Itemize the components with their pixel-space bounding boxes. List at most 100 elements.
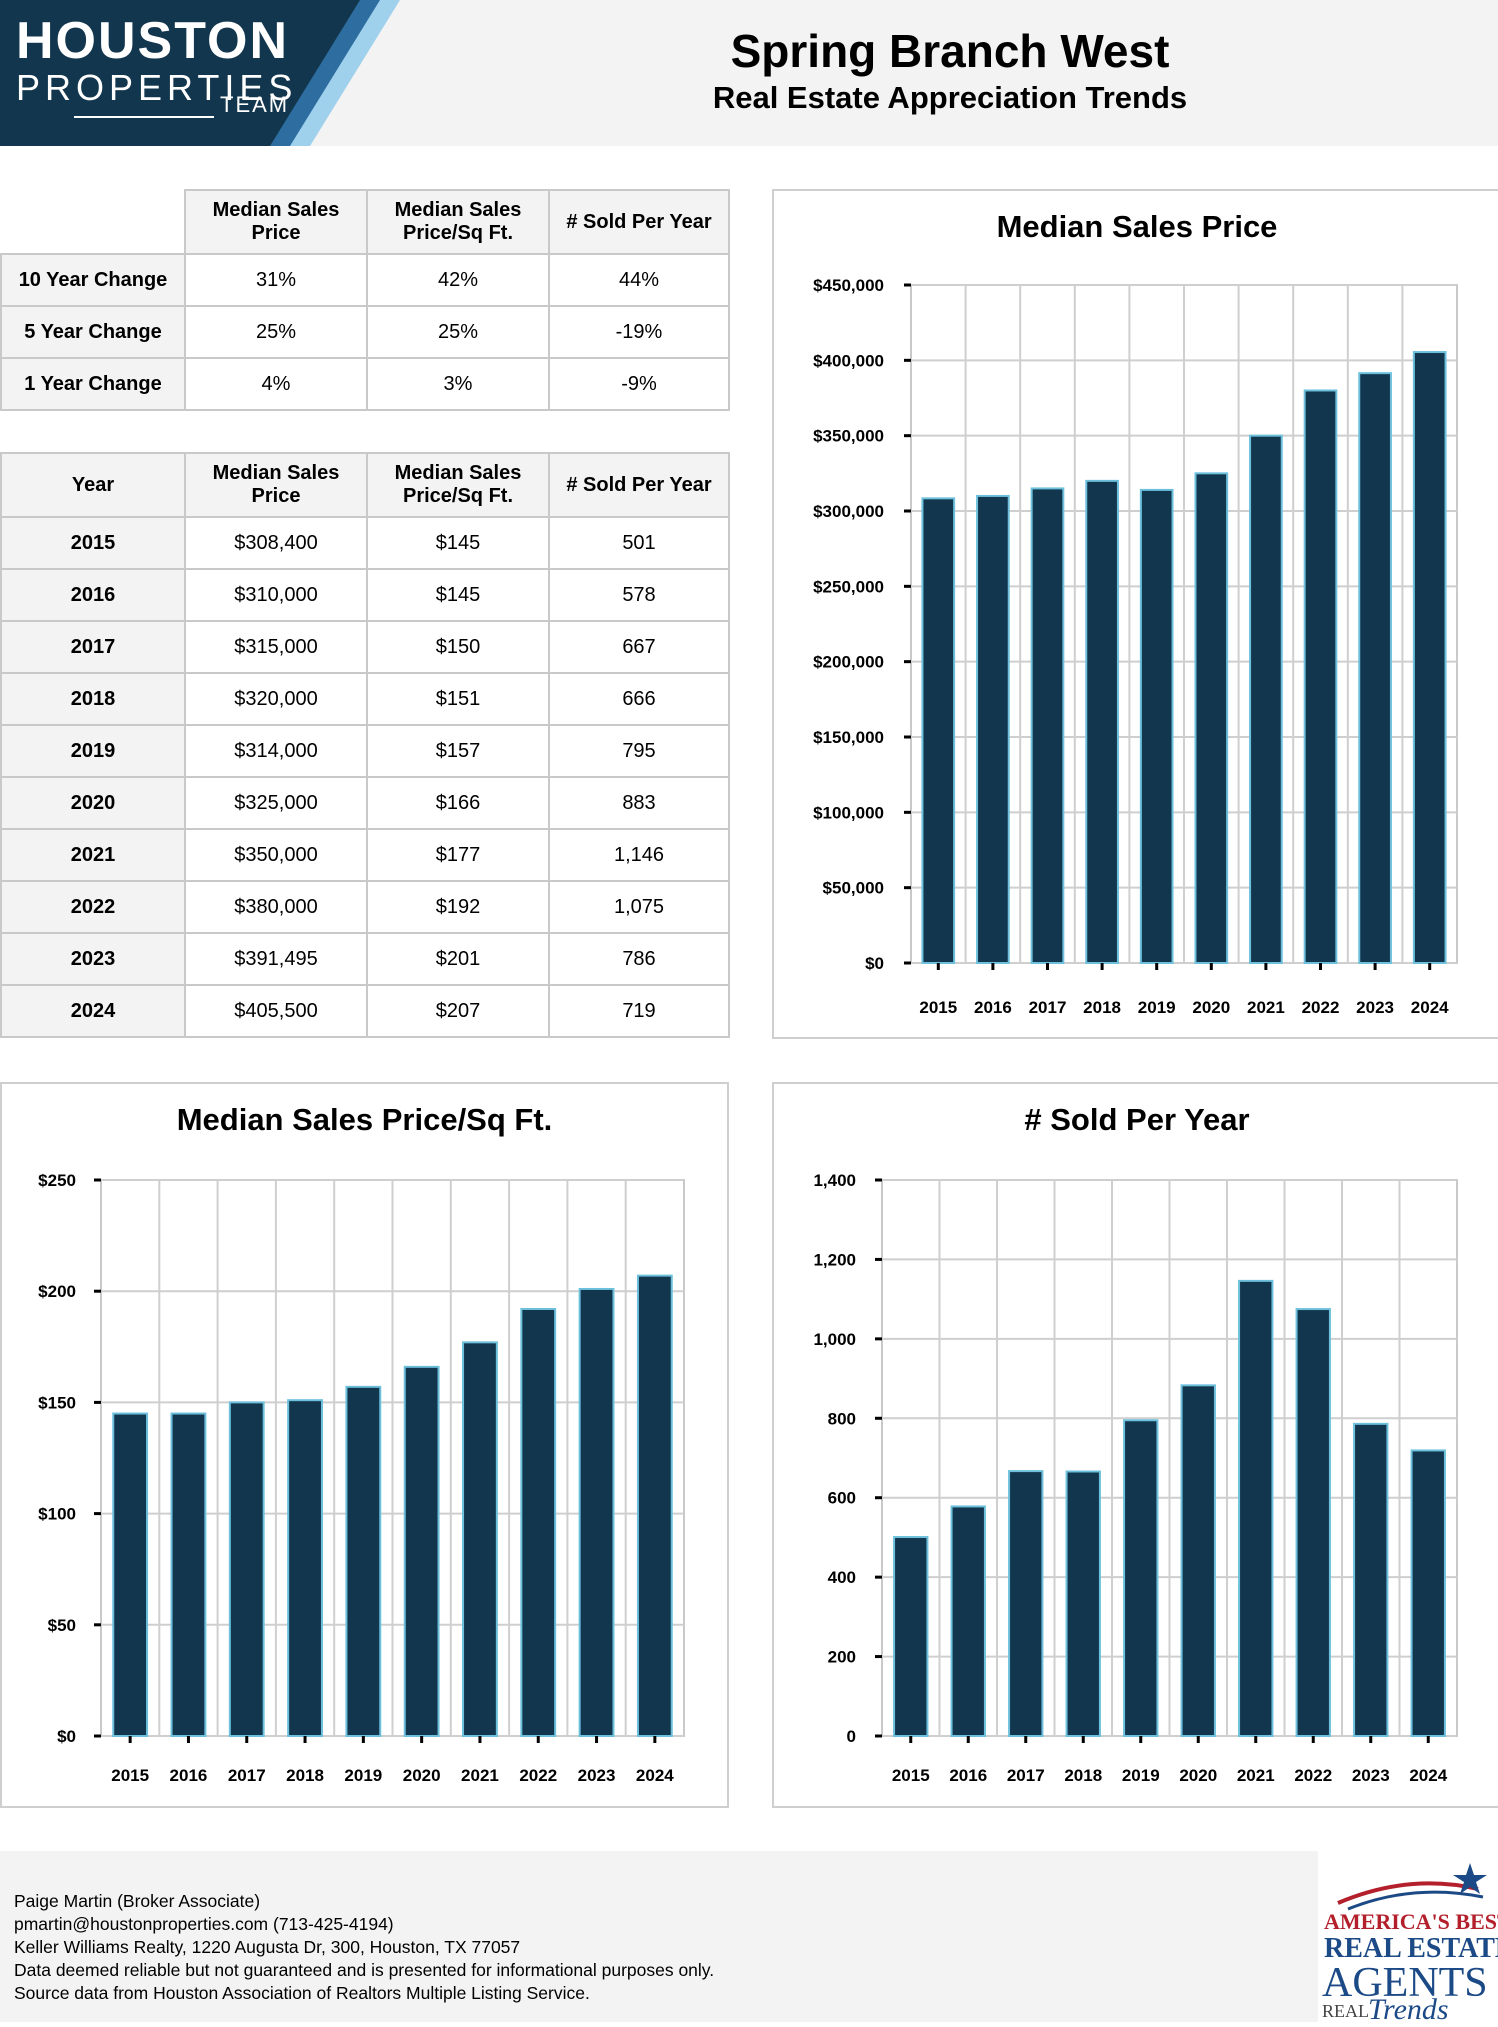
bar (1085, 479, 1119, 964)
change-table: Median Sales Price Median Sales Price/Sq… (0, 189, 730, 411)
bar (893, 1536, 929, 1737)
x-tick-label: 2020 (403, 1766, 441, 1785)
median-price-chart-svg: Median Sales Price $0 $50,000 $100,000 $150,… (813, 209, 1458, 1017)
year-cell: 2022 (0, 880, 186, 934)
logo-line-2: PROPERTIES (16, 67, 298, 108)
year-cell: 2021 (0, 828, 186, 882)
bar (520, 1307, 557, 1737)
disclaimer-text: Data deemed reliable but not guaranteed … (14, 1960, 715, 1980)
table-cell: $325,000 (184, 776, 368, 830)
table-row: 2024 $405,500 $207 719 (0, 984, 730, 1038)
table-cell: 31% (184, 253, 368, 307)
year-cell: 2017 (0, 620, 186, 674)
table-row: 1 Year Change 4% 3% -9% (0, 357, 730, 411)
column-header: # Sold Per Year (548, 189, 730, 255)
table-cell: -9% (548, 357, 730, 411)
bar (1008, 1470, 1044, 1737)
bar (921, 497, 956, 964)
price-per-sqft-chart: Median Sales Price/Sq Ft. $0 $50 $100 $150 $2… (0, 1082, 729, 1808)
x-tick-label: 2015 (919, 998, 957, 1017)
logo-line-1: HOUSTON (16, 12, 290, 70)
price-per-sqft-chart-svg: Median Sales Price/Sq Ft. $0 $50 $100 $150 $2… (38, 1102, 685, 1785)
y-tick-label: $400,000 (813, 351, 884, 370)
table-cell: 25% (366, 305, 550, 359)
bar (1065, 1470, 1101, 1737)
x-tick-label: 2015 (111, 1766, 149, 1785)
column-header: Median Sales Price/Sq Ft. (366, 452, 550, 518)
table-cell: $145 (366, 516, 550, 570)
table-cell: $310,000 (184, 568, 368, 622)
table-cell: $192 (366, 880, 550, 934)
table-cell: 667 (548, 620, 730, 674)
table-cell: $314,000 (184, 724, 368, 778)
table-cell: 666 (548, 672, 730, 726)
y-tick-label: $200,000 (813, 653, 884, 672)
column-header: Median Sales Price (184, 452, 368, 518)
table-cell: $157 (366, 724, 550, 778)
x-tick-label: 2016 (170, 1766, 208, 1785)
table-cell: $308,400 (184, 516, 368, 570)
year-cell: 2016 (0, 568, 186, 622)
bar (403, 1365, 440, 1737)
source-text: Source data from Houston Association of … (14, 1983, 590, 2003)
table-cell: $151 (366, 672, 550, 726)
bar (1412, 351, 1447, 964)
footer-contact-block: Paige Martin (Broker Associate) pmartin@… (14, 1890, 714, 2005)
y-tick-label: 200 (828, 1648, 856, 1667)
agent-contact: pmartin@houstonproperties.com (713-425-4… (14, 1914, 394, 1934)
x-tick-label: 2019 (344, 1766, 382, 1785)
y-tick-label: $350,000 (813, 427, 884, 446)
table-row: 2021 $350,000 $177 1,146 (0, 828, 730, 882)
bar (1295, 1308, 1331, 1737)
year-cell: 2015 (0, 516, 186, 570)
blank-header-cell (1, 190, 186, 255)
table-cell: 25% (184, 305, 368, 359)
badge-line-5: Trends (1368, 1993, 1449, 2026)
bar (950, 1505, 986, 1737)
table-cell: 1,075 (548, 880, 730, 934)
y-tick-label: $50,000 (823, 879, 884, 898)
bar (636, 1274, 673, 1738)
y-tick-label: $100,000 (813, 803, 884, 822)
table-cell: 883 (548, 776, 730, 830)
column-header: Year (0, 452, 186, 518)
table-cell: 786 (548, 932, 730, 986)
y-tick-label: $150 (38, 1393, 76, 1412)
chart-title: Median Sales Price/Sq Ft. (177, 1102, 553, 1137)
table-cell: $145 (366, 568, 550, 622)
bar (1303, 389, 1338, 964)
bar (112, 1412, 149, 1737)
x-tick-label: 2018 (1083, 998, 1121, 1017)
y-tick-label: $100 (38, 1505, 76, 1524)
year-table: Year Median Sales Price Median Sales Pri… (0, 452, 730, 1038)
table-cell: -19% (548, 305, 730, 359)
table-row: 2015 $308,400 $145 501 (0, 516, 730, 570)
x-tick-label: 2017 (1007, 1766, 1045, 1785)
table-cell: 719 (548, 984, 730, 1038)
x-tick-label: 2023 (578, 1766, 616, 1785)
y-tick-label: $0 (57, 1727, 76, 1746)
bar (462, 1341, 498, 1737)
table-row: 2018 $320,000 $151 666 (0, 672, 730, 726)
bar (1353, 1422, 1389, 1737)
logo-line-3: TEAM (220, 92, 290, 117)
bar (1123, 1419, 1159, 1737)
table-cell: $166 (366, 776, 550, 830)
sold-per-year-chart: # Sold Per Year 0 200 400 600 800 1,000 1,200 1,… (772, 1082, 1498, 1808)
bar (1139, 488, 1174, 964)
table-row: 2019 $314,000 $157 795 (0, 724, 730, 778)
bar (228, 1401, 265, 1737)
logo-background (0, 0, 400, 146)
chart-title: Median Sales Price (997, 209, 1278, 244)
x-tick-label: 2023 (1352, 1766, 1390, 1785)
table-cell: $207 (366, 984, 550, 1038)
change-table-header: Median Sales Price Median Sales Price/Sq… (1, 189, 730, 255)
badge-line-3: AGENTS (1322, 1960, 1488, 2006)
table-cell: 42% (366, 253, 550, 307)
bar (1410, 1449, 1446, 1737)
bar (287, 1399, 323, 1737)
x-tick-label: 2024 (1411, 998, 1449, 1017)
row-label: 5 Year Change (0, 305, 186, 359)
table-row: 2016 $310,000 $145 578 (0, 568, 730, 622)
company-logo: HOUSTON PROPERTIES (16, 14, 297, 108)
